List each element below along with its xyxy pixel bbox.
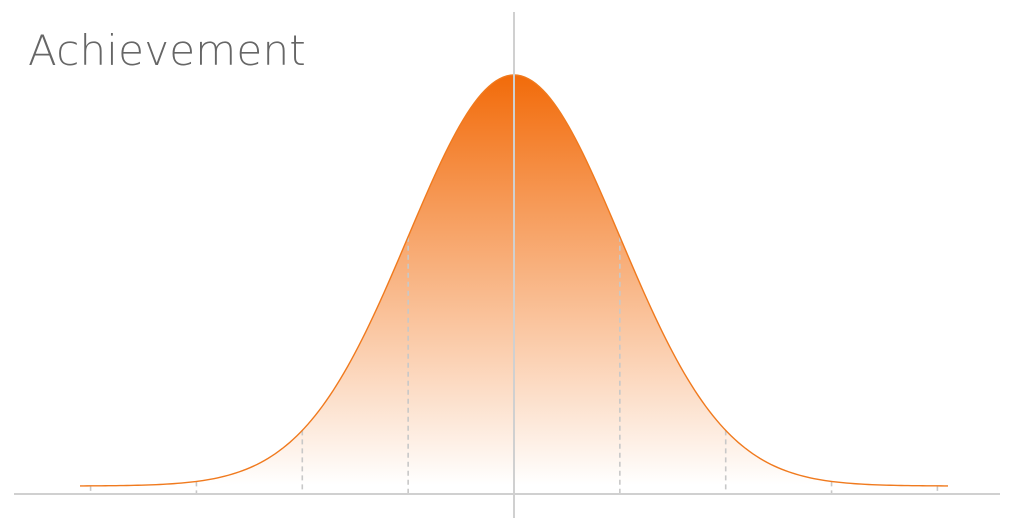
chart-title: Achievement	[28, 26, 306, 75]
sd-marker-lines	[89, 236, 939, 494]
